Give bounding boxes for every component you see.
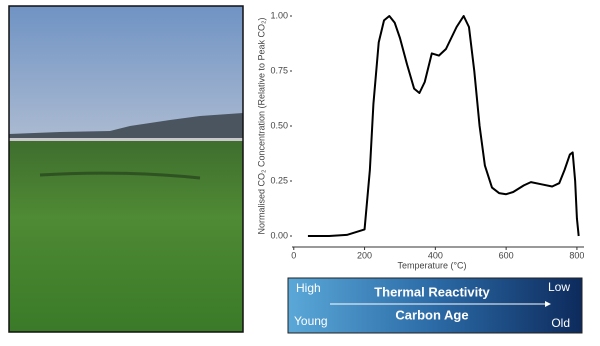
y-tick-label: 0.75 <box>270 65 288 75</box>
x-tick-label: 200 <box>357 250 372 260</box>
scale-box: High Thermal Reactivity Low Young Carbon… <box>287 277 583 334</box>
y-tick-label: 0.00 <box>270 230 288 240</box>
x-tick-label: 800 <box>569 250 584 260</box>
y-tick-label: 0.50 <box>270 120 288 130</box>
x-axis-label: Temperature (°C) <box>397 260 466 270</box>
scale-label: Thermal Reactivity <box>374 284 490 299</box>
y-tick-label: 0.25 <box>270 175 288 185</box>
photo <box>8 5 244 333</box>
y-tick-label: 1.00 <box>270 10 288 20</box>
plot-area: 0.00 0.25 0.50 0.75 1.00 0 200 400 600 800 <box>270 10 584 260</box>
y-axis-label: Normalised CO₂ Concentration (Relative t… <box>256 17 266 234</box>
scale-label: Young <box>294 314 328 328</box>
scale-label: Old <box>551 316 570 330</box>
scale-label: High <box>296 281 321 295</box>
x-tick-label: 0 <box>291 250 296 260</box>
x-tick-label: 400 <box>428 250 443 260</box>
data-line <box>307 15 580 237</box>
scale-label: Low <box>548 280 570 294</box>
x-tick-label: 600 <box>499 250 514 260</box>
scale-label: Carbon Age <box>395 307 468 322</box>
